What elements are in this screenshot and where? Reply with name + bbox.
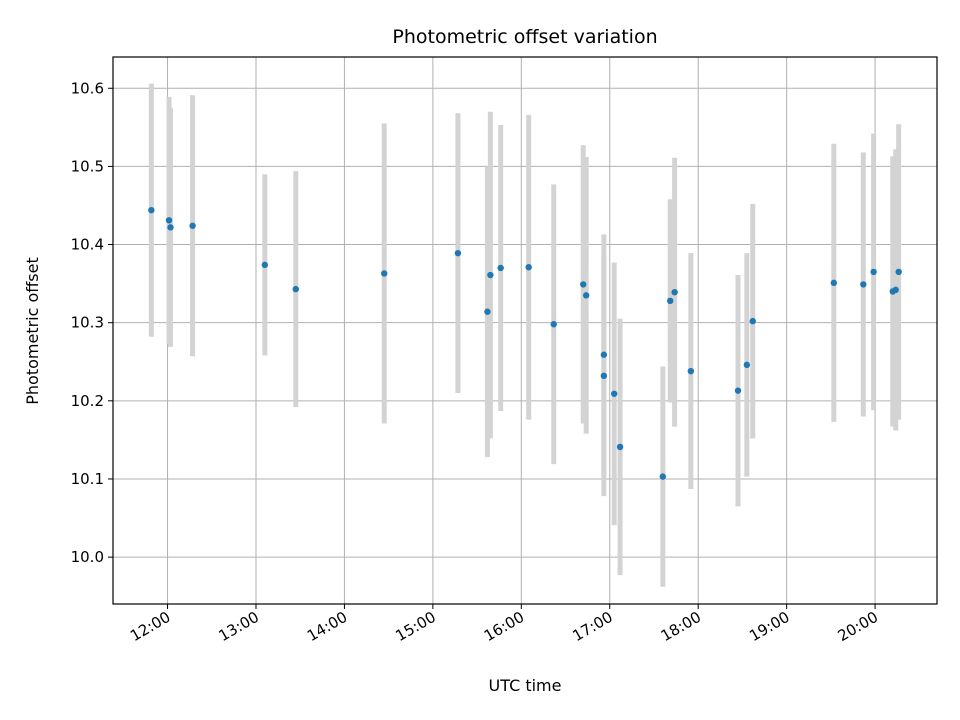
data-point: [892, 286, 899, 294]
data-points: [148, 206, 902, 480]
data-point: [830, 279, 838, 287]
data-point: [734, 387, 742, 394]
data-point: [525, 264, 532, 271]
y-tick-label: 10.4: [71, 236, 104, 254]
data-point: [189, 222, 196, 229]
data-point: [381, 270, 388, 277]
y-tick-label: 10.6: [71, 79, 104, 97]
y-tick-label: 10.3: [71, 314, 104, 332]
data-point: [666, 297, 674, 305]
data-point: [550, 321, 557, 328]
grid-lines: [113, 57, 937, 604]
data-point: [870, 268, 877, 276]
data-point: [895, 268, 902, 276]
data-point: [580, 281, 587, 288]
data-point: [487, 271, 494, 279]
data-point: [687, 367, 695, 375]
plot-frame: [112, 56, 938, 605]
data-point: [292, 285, 299, 293]
data-point: [165, 217, 173, 224]
data-point: [616, 443, 624, 451]
data-point: [860, 281, 867, 288]
chart-title: Photometric offset variation: [392, 26, 657, 48]
y-tick-label: 10.5: [71, 157, 104, 175]
y-tick-label: 10.2: [71, 392, 104, 410]
data-point: [484, 308, 491, 315]
y-axis-label: Photometric offset: [23, 257, 42, 405]
data-point: [497, 264, 504, 272]
data-point: [148, 206, 155, 214]
data-point: [749, 317, 756, 325]
data-point: [167, 224, 174, 231]
data-point: [454, 249, 462, 257]
y-tick-label: 10.1: [71, 470, 104, 488]
data-point: [659, 473, 667, 480]
x-axis-label: UTC time: [489, 676, 562, 695]
data-point: [600, 372, 608, 380]
data-point: [261, 261, 269, 269]
data-point: [671, 289, 678, 296]
y-tick-label: 10.0: [71, 548, 104, 566]
y-axis: 10.0 10.1 10.2 10.3 10.4 10.5 10.6: [71, 79, 113, 566]
data-point: [600, 351, 608, 358]
data-point: [610, 390, 618, 397]
data-point: [582, 292, 590, 299]
data-point: [743, 361, 751, 369]
